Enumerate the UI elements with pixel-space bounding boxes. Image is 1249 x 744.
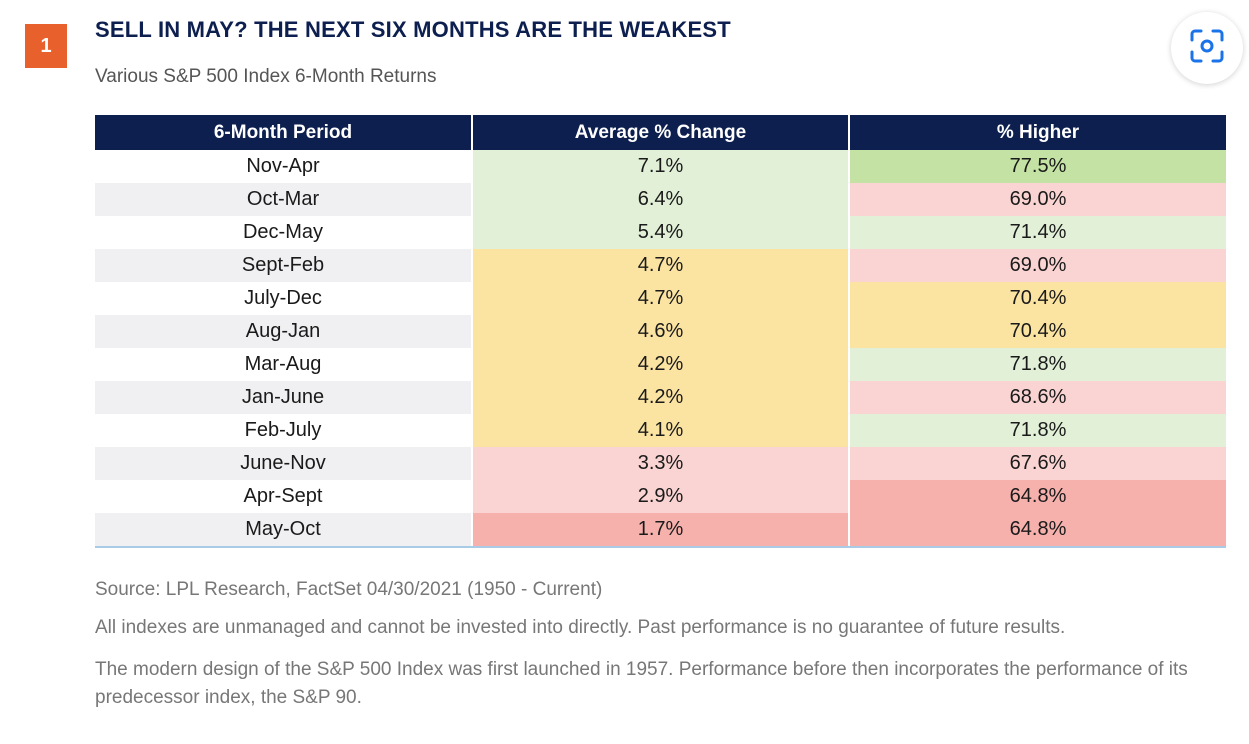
period-cell: May-Oct [95,513,473,546]
percent-higher-cell: 71.8% [849,414,1226,447]
percent-higher-cell: 69.0% [849,249,1226,282]
percent-higher-cell: 64.8% [849,513,1226,546]
table-body: Nov-Apr 7.1% 77.5% Oct-Mar 6.4% 69.0% Dec-May 5… [95,150,1226,546]
column-header-average-change: Average % Change [472,115,850,150]
column-header-period: 6-Month Period [95,115,473,150]
table-row: Nov-Apr 7.1% 77.5% [95,150,1226,183]
period-cell: June-Nov [95,447,473,480]
google-lens-button[interactable] [1171,12,1243,84]
history-note: The modern design of the S&P 500 Index w… [95,659,1188,708]
table-row: Sept-Feb 4.7% 69.0% [95,249,1226,282]
table-row: Dec-May 5.4% 71.4% [95,216,1226,249]
average-change-cell: 4.2% [472,348,850,381]
disclaimer-note: All indexes are unmanaged and cannot be … [95,617,1066,638]
table-row: Aug-Jan 4.6% 70.4% [95,315,1226,348]
figure-number-badge: 1 [25,24,67,68]
column-header-percent-higher: % Higher [849,115,1226,150]
table-row: Mar-Aug 4.2% 71.8% [95,348,1226,381]
percent-higher-cell: 71.4% [849,216,1226,249]
table-row: Jan-June 4.2% 68.6% [95,381,1226,414]
returns-table-container: 6-Month Period Average % Change % Higher… [95,115,1226,548]
average-change-cell: 2.9% [472,480,850,513]
average-change-cell: 4.2% [472,381,850,414]
average-change-cell: 4.7% [472,282,850,315]
percent-higher-cell: 77.5% [849,150,1226,183]
chart-title: SELL IN MAY? THE NEXT SIX MONTHS ARE THE… [95,17,731,42]
average-change-cell: 4.7% [472,249,850,282]
period-cell: Aug-Jan [95,315,473,348]
table-row: June-Nov 3.3% 67.6% [95,447,1226,480]
google-lens-icon [1188,27,1226,70]
table-row: July-Dec 4.7% 70.4% [95,282,1226,315]
period-cell: Dec-May [95,216,473,249]
average-change-cell: 7.1% [472,150,850,183]
percent-higher-cell: 70.4% [849,315,1226,348]
period-cell: Nov-Apr [95,150,473,183]
table-header-row: 6-Month Period Average % Change % Higher [95,115,1226,150]
percent-higher-cell: 71.8% [849,348,1226,381]
table-bottom-rule [95,546,1226,548]
average-change-cell: 4.6% [472,315,850,348]
period-cell: Feb-July [95,414,473,447]
percent-higher-cell: 69.0% [849,183,1226,216]
average-change-cell: 6.4% [472,183,850,216]
average-change-cell: 4.1% [472,414,850,447]
percent-higher-cell: 64.8% [849,480,1226,513]
source-note: Source: LPL Research, FactSet 04/30/2021… [95,579,603,600]
period-cell: Mar-Aug [95,348,473,381]
period-cell: Sept-Feb [95,249,473,282]
percent-higher-cell: 70.4% [849,282,1226,315]
period-cell: July-Dec [95,282,473,315]
period-cell: Oct-Mar [95,183,473,216]
table-row: Feb-July 4.1% 71.8% [95,414,1226,447]
chart-subtitle: Various S&P 500 Index 6-Month Returns [95,66,437,87]
table-row: May-Oct 1.7% 64.8% [95,513,1226,546]
period-cell: Apr-Sept [95,480,473,513]
average-change-cell: 5.4% [472,216,850,249]
average-change-cell: 1.7% [472,513,850,546]
percent-higher-cell: 68.6% [849,381,1226,414]
table-row: Apr-Sept 2.9% 64.8% [95,480,1226,513]
footnotes: Source: LPL Research, FactSet 04/30/2021… [95,576,1215,726]
period-cell: Jan-June [95,381,473,414]
average-change-cell: 3.3% [472,447,850,480]
returns-table: 6-Month Period Average % Change % Higher… [95,115,1226,546]
table-row: Oct-Mar 6.4% 69.0% [95,183,1226,216]
percent-higher-cell: 67.6% [849,447,1226,480]
